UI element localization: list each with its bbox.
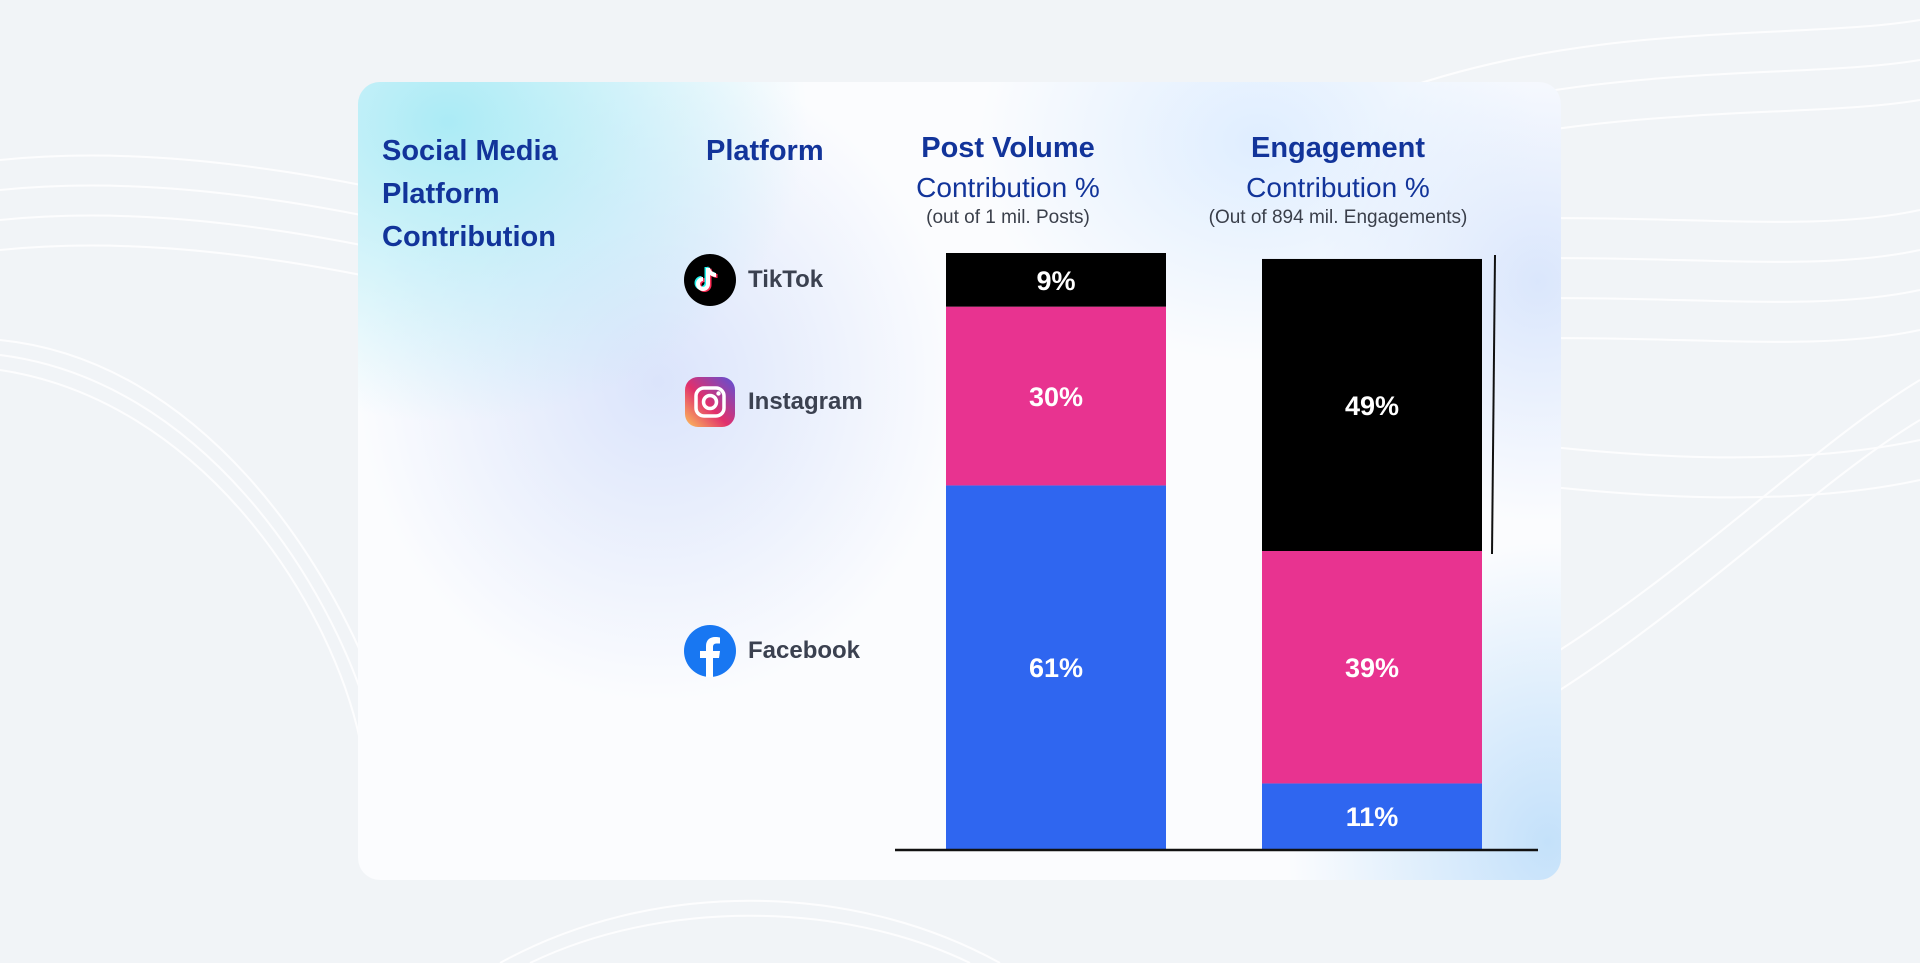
platform-row-facebook: Facebook bbox=[684, 625, 860, 677]
engagement-header: Engagement Contribution % (Out of 894 mi… bbox=[1158, 127, 1518, 229]
bar-facebook-engagement bbox=[1262, 783, 1482, 849]
data-label-facebook-post-volume: 61% bbox=[1029, 653, 1083, 683]
engagement-subtitle: Contribution % bbox=[1246, 172, 1430, 203]
data-label-facebook-engagement: 11% bbox=[1346, 802, 1399, 832]
annotation-line bbox=[1491, 254, 1496, 555]
data-label-instagram-engagement: 39% bbox=[1345, 653, 1399, 683]
engagement-title: Engagement bbox=[1250, 132, 1426, 164]
facebook-icon bbox=[684, 625, 736, 677]
engagement-note: (Out of 894 mil. Engagements) bbox=[1208, 207, 1468, 228]
platform-label-instagram: Instagram bbox=[748, 388, 863, 415]
bar-instagram-engagement bbox=[1262, 551, 1482, 784]
post-volume-subtitle: Contribution % bbox=[916, 172, 1100, 203]
platform-column-header: Platform bbox=[706, 135, 824, 167]
chart-card: Social Media Platform Contribution Platf… bbox=[358, 82, 1561, 880]
stacked-bar-chart: 61% 30% 9% 11% 39% 49% bbox=[895, 253, 1538, 852]
instagram-icon bbox=[684, 376, 736, 428]
bars-group: 61% 30% 9% 11% 39% 49% bbox=[946, 253, 1482, 849]
post-volume-note: (out of 1 mil. Posts) bbox=[926, 207, 1090, 228]
bar-tiktok-engagement bbox=[1262, 258, 1482, 551]
bar-instagram-post-volume bbox=[946, 306, 1166, 486]
post-volume-header: Post Volume Contribution % (out of 1 mil… bbox=[858, 127, 1158, 229]
tiktok-icon bbox=[684, 254, 736, 306]
platform-label-tiktok: TikTok bbox=[748, 266, 824, 293]
bar-tiktok-post-volume bbox=[946, 253, 1166, 307]
platform-row-tiktok: TikTok bbox=[684, 254, 823, 306]
bar-facebook-post-volume bbox=[946, 485, 1166, 849]
post-volume-title: Post Volume bbox=[921, 132, 1095, 164]
data-label-tiktok-post-volume: 9% bbox=[1036, 266, 1075, 296]
data-label-instagram-post-volume: 30% bbox=[1029, 382, 1083, 412]
chart-title: Social Media Platform Contribution bbox=[382, 135, 558, 253]
data-label-tiktok-engagement: 49% bbox=[1345, 391, 1399, 421]
platform-row-instagram: Instagram bbox=[684, 376, 863, 428]
platform-label-facebook: Facebook bbox=[748, 637, 861, 664]
